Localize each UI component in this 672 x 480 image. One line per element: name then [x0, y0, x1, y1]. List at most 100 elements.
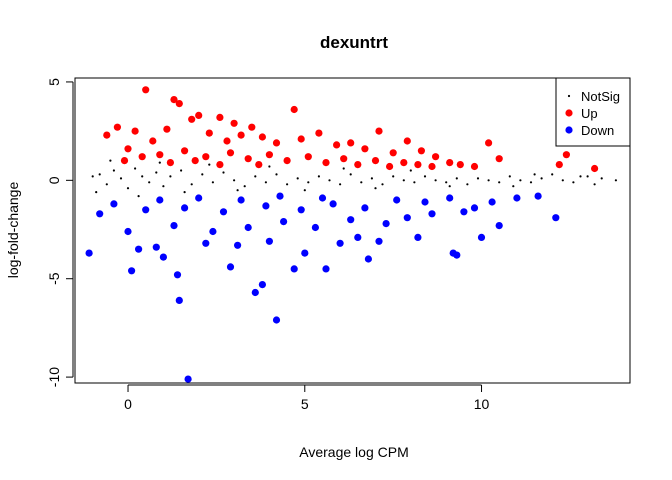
point-notsig-47	[561, 179, 564, 182]
point-up-13	[163, 125, 171, 133]
point-down-49	[297, 206, 305, 214]
legend-marker-down	[565, 126, 573, 134]
point-up-52	[414, 161, 422, 169]
point-notsig-33	[413, 181, 416, 184]
point-notsig-30	[381, 183, 384, 186]
point-notsig-6	[141, 175, 144, 178]
point-notsig-31	[392, 175, 395, 178]
point-down-5	[173, 271, 182, 279]
point-notsig-56	[91, 175, 94, 178]
point-down-14	[159, 253, 167, 261]
point-up-14	[205, 129, 213, 137]
point-down-7	[128, 267, 136, 275]
point-notsig-49	[586, 175, 589, 178]
point-down-29	[170, 222, 178, 230]
point-up-43	[265, 151, 273, 159]
point-down-32	[280, 218, 288, 226]
point-up-12	[149, 137, 157, 145]
point-down-41	[513, 194, 521, 202]
point-up-45	[304, 153, 312, 161]
plot-frame	[74, 77, 631, 384]
point-down-28	[124, 227, 132, 236]
point-down-27	[552, 214, 560, 222]
point-notsig-60	[158, 161, 161, 164]
point-down-26	[495, 222, 503, 230]
point-up-32	[485, 139, 493, 147]
point-down-25	[477, 233, 486, 241]
legend-marker-up	[565, 109, 573, 117]
point-down-36	[403, 214, 411, 222]
point-notsig-53	[512, 185, 515, 188]
point-notsig-17	[243, 185, 246, 188]
x-tick-label-2: 10	[474, 396, 490, 412]
point-notsig-1	[105, 183, 108, 186]
point-down-54	[446, 194, 454, 202]
point-down-11	[364, 255, 372, 263]
point-up-44	[283, 157, 291, 165]
point-notsig-58	[109, 159, 112, 162]
x-axis-label: Average log CPM	[299, 444, 408, 460]
point-up-21	[333, 141, 341, 149]
point-notsig-61	[183, 191, 186, 194]
point-notsig-36	[445, 181, 448, 184]
point-up-49	[371, 157, 380, 165]
point-notsig-48	[572, 181, 575, 184]
point-up-25	[389, 149, 397, 157]
point-up-33	[495, 155, 503, 163]
x-tick-label-0: 0	[124, 396, 132, 412]
point-notsig-12	[190, 183, 193, 186]
point-down-6	[85, 249, 93, 257]
point-up-36	[591, 164, 599, 173]
point-down-53	[421, 198, 429, 206]
point-up-57	[191, 157, 199, 165]
point-down-37	[428, 210, 436, 218]
point-notsig-41	[498, 181, 501, 184]
point-up-6	[230, 119, 238, 127]
point-up-26	[403, 137, 411, 145]
point-up-50	[386, 162, 394, 171]
point-up-8	[290, 105, 298, 114]
point-up-48	[354, 161, 362, 169]
y-tick-label-3: 5	[46, 78, 62, 86]
point-up-47	[340, 155, 348, 163]
point-down-3	[251, 288, 259, 297]
point-up-31	[470, 162, 479, 171]
point-up-16	[237, 131, 245, 139]
y-tick-label-0: -10	[46, 367, 62, 387]
point-notsig-21	[286, 183, 289, 186]
point-down-13	[152, 243, 160, 251]
point-up-40	[202, 153, 210, 161]
point-down-55	[156, 196, 164, 204]
point-notsig-40	[487, 179, 490, 182]
point-up-10	[103, 131, 111, 139]
point-up-29	[446, 159, 454, 167]
point-up-30	[456, 161, 464, 169]
point-down-30	[209, 227, 217, 236]
point-notsig-8	[155, 171, 158, 174]
point-notsig-0	[98, 173, 101, 176]
point-notsig-22	[296, 177, 299, 180]
point-down-40	[488, 198, 496, 206]
point-notsig-32	[402, 179, 405, 182]
legend-marker-notsig	[567, 94, 571, 98]
point-notsig-39	[476, 177, 480, 180]
point-down-19	[336, 239, 344, 247]
point-notsig-34	[423, 175, 427, 178]
point-notsig-62	[208, 163, 211, 166]
point-up-51	[400, 159, 408, 167]
point-down-57	[237, 196, 245, 204]
point-notsig-4	[126, 187, 130, 190]
chart-title: dexuntrt	[320, 33, 388, 52]
point-notsig-13	[201, 173, 204, 176]
point-down-31	[244, 223, 252, 232]
point-down-12	[135, 245, 143, 253]
point-notsig-51	[614, 179, 618, 182]
point-notsig-25	[328, 179, 331, 182]
point-down-44	[110, 200, 118, 208]
point-down-52	[393, 196, 401, 204]
point-up-0	[142, 86, 150, 94]
point-notsig-35	[434, 179, 437, 182]
point-down-51	[361, 204, 369, 212]
point-notsig-42	[508, 175, 511, 178]
point-notsig-3	[119, 177, 123, 180]
